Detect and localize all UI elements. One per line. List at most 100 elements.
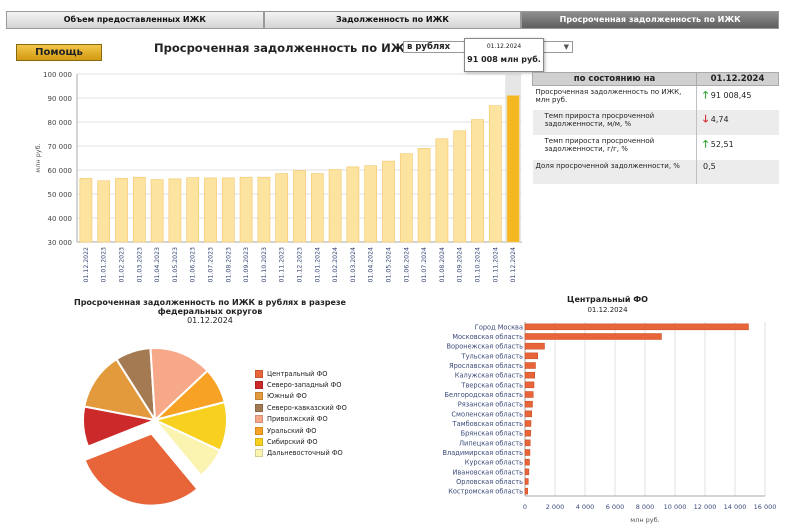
y-tick-label: Тверская область bbox=[460, 381, 523, 389]
summary-row-label: Темп прироста просроченной задолженности… bbox=[544, 136, 655, 153]
x-tick-label: 2 000 bbox=[546, 503, 565, 511]
chart-bar bbox=[364, 165, 378, 243]
legend-swatch bbox=[255, 415, 263, 424]
tab-bar: Объем предоставленных ИЖК Задолженность … bbox=[6, 11, 780, 29]
chart-bar bbox=[471, 119, 484, 243]
chevron-down-icon: ▼ bbox=[563, 43, 569, 51]
x-tick-label: 10 000 bbox=[664, 503, 687, 511]
legend-swatch bbox=[255, 392, 263, 401]
summary-row-label: Темп прироста просроченной задолженности… bbox=[532, 109, 697, 135]
chart-bar bbox=[293, 170, 306, 243]
x-tick-label: 01.09.2024 bbox=[457, 247, 464, 282]
x-tick-label: 12 000 bbox=[694, 503, 717, 511]
chart-bar bbox=[488, 105, 502, 243]
chart-bar bbox=[257, 176, 271, 243]
region-bar bbox=[524, 352, 538, 360]
pie-slice bbox=[149, 347, 209, 423]
y-tick-label: 80 000 bbox=[48, 119, 73, 127]
region-bar bbox=[524, 342, 545, 350]
legend-item: Северо-кавказский ФО bbox=[255, 402, 347, 413]
y-tick-label: Тульская область bbox=[461, 352, 524, 360]
summary-row-label: Доля просроченной задолженности, % bbox=[532, 159, 697, 184]
legend-label: Уральский ФО bbox=[267, 426, 317, 435]
chart-bar bbox=[150, 179, 164, 243]
chart-bar bbox=[239, 176, 253, 243]
y-tick-label: 30 000 bbox=[48, 239, 73, 247]
x-tick-label: 01.05.2023 bbox=[172, 247, 179, 282]
tooltip-date: 01.12.2024 bbox=[486, 43, 522, 50]
legend-item: Сибирский ФО bbox=[255, 436, 347, 447]
legend-item: Северо-западный ФО bbox=[255, 379, 347, 390]
chart-bar bbox=[399, 153, 413, 243]
help-button[interactable]: Помощь bbox=[16, 44, 102, 61]
legend-swatch bbox=[255, 438, 263, 447]
y-tick-label: 40 000 bbox=[48, 215, 73, 223]
y-tick-label: Курская область bbox=[465, 459, 523, 467]
tab-ijk-volume[interactable]: Объем предоставленных ИЖК bbox=[6, 11, 264, 29]
legend-swatch bbox=[255, 369, 263, 378]
x-tick-label: 01.06.2023 bbox=[190, 247, 197, 282]
x-tick-label: 01.09.2023 bbox=[243, 247, 250, 282]
legend-item: Южный ФО bbox=[255, 391, 347, 402]
y-tick-label: Белгородская область bbox=[445, 391, 524, 399]
chart-bar bbox=[506, 95, 520, 243]
legend-item: Приволжский ФО bbox=[255, 414, 347, 425]
x-tick-label: 16 000 bbox=[754, 503, 777, 511]
x-axis-label: млн руб. bbox=[630, 516, 659, 524]
summary-header-date: 01.12.2024 bbox=[696, 72, 779, 86]
y-tick-label: Орловская область bbox=[456, 478, 523, 486]
chart-bar bbox=[328, 169, 342, 243]
x-tick-label: 01.03.2023 bbox=[136, 247, 143, 282]
region-bar bbox=[524, 458, 530, 466]
x-tick-label: 01.08.2023 bbox=[225, 247, 232, 282]
chart-bar bbox=[97, 180, 111, 243]
chart-bar bbox=[346, 166, 360, 243]
legend-label: Южный ФО bbox=[267, 392, 307, 401]
legend-swatch bbox=[255, 403, 263, 412]
y-tick-label: Город Москва bbox=[475, 323, 523, 331]
currency-select-value: в рублях bbox=[407, 42, 451, 52]
legend-label: Приволжский ФО bbox=[267, 415, 328, 424]
region-bar bbox=[524, 362, 536, 369]
tab-ijk-debt[interactable]: Задолженность по ИЖК bbox=[263, 11, 522, 29]
y-axis-label: млн руб. bbox=[34, 143, 42, 172]
region-bar bbox=[524, 429, 531, 437]
legend-item: Центральный ФО bbox=[255, 368, 347, 379]
region-chart-date: 01.12.2024 bbox=[587, 306, 628, 314]
summary-row-value: 🡑 52,51 bbox=[696, 134, 779, 160]
summary-row-label: Просроченная задолженность по ИЖК, млн р… bbox=[535, 88, 682, 104]
region-bar bbox=[524, 381, 535, 389]
central-fo-regions-bar-chart: 0 2 000 4 000 6 000 8 000 10 000 12 000 14 000 1… bbox=[443, 322, 777, 524]
x-tick-label: 6 000 bbox=[606, 503, 625, 511]
legend-label: Северо-западный ФО bbox=[267, 381, 342, 390]
y-tick-label: 100 000 bbox=[43, 71, 72, 79]
chart-bar bbox=[186, 177, 200, 243]
region-bar bbox=[524, 449, 531, 456]
y-tick-label: Воронежская область bbox=[446, 343, 523, 351]
x-tick-label: 01.12.2022 bbox=[83, 247, 90, 282]
pie-slice bbox=[83, 432, 199, 507]
legend-swatch bbox=[255, 426, 263, 435]
y-tick-label: Брянская область bbox=[461, 430, 524, 438]
tab-ijk-overdue-debt[interactable]: Просроченная задолженность по ИЖК bbox=[521, 11, 780, 29]
federal-districts-pie-chart bbox=[82, 347, 228, 507]
region-bar bbox=[524, 400, 533, 408]
region-bar bbox=[524, 391, 534, 398]
x-tick-label: 01.08.2024 bbox=[439, 247, 446, 282]
x-tick-label: 01.02.2024 bbox=[332, 247, 339, 282]
overdue-debt-bar-chart: 30 000 40 000 50 000 60 000 70 000 80 000 90 0… bbox=[34, 71, 522, 282]
chart-bar bbox=[115, 178, 128, 243]
x-tick-label: 01.01.2023 bbox=[101, 247, 108, 282]
legend-item: Дальневосточный ФО bbox=[255, 448, 347, 459]
chart-tooltip: 01.12.2024 91 008 млн руб. bbox=[464, 38, 544, 72]
pie-chart-title: Просроченная задолженность по ИЖК в рубл… bbox=[74, 298, 346, 325]
x-tick-label: 01.02.2023 bbox=[119, 247, 126, 282]
legend-label: Северо-кавказский ФО bbox=[267, 403, 347, 412]
x-tick-label: 01.12.2023 bbox=[297, 247, 304, 282]
legend-swatch bbox=[255, 449, 263, 458]
x-tick-label: 8 000 bbox=[636, 503, 655, 511]
arrow-up-icon: 🡑 bbox=[703, 138, 709, 150]
region-chart-title: Центральный ФО 01.12.2024 bbox=[567, 295, 648, 314]
page-title: Просроченная задолженность по ИЖК bbox=[154, 41, 415, 55]
y-tick-label: Ярославская область bbox=[449, 362, 523, 370]
